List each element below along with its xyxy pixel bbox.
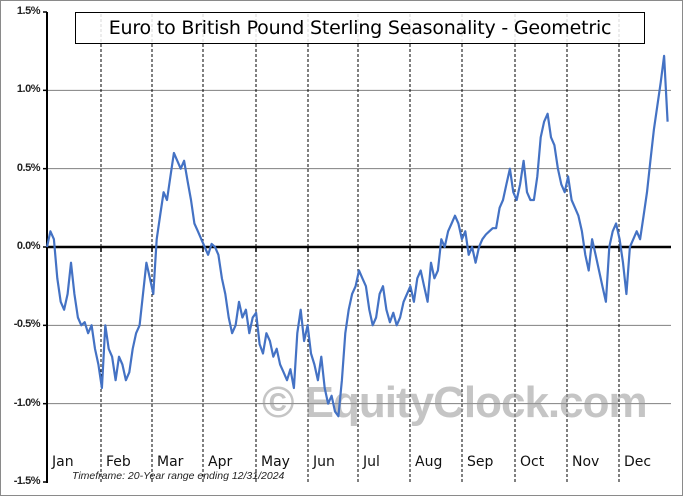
month-label-jan: Jan — [52, 454, 74, 470]
y-tick-label: -1.0% — [13, 396, 41, 409]
month-label-may: May — [261, 454, 290, 470]
month-label-jun: Jun — [313, 454, 335, 470]
y-tick-label: 1.5% — [16, 5, 41, 17]
month-label-apr: Apr — [208, 454, 233, 470]
month-label-mar: Mar — [157, 454, 184, 470]
month-label-oct: Oct — [520, 454, 545, 470]
month-label-sep: Sep — [467, 454, 494, 470]
y-tick-label: 0.0% — [16, 240, 41, 252]
y-axis-ticks — [43, 11, 47, 483]
y-tick-label: 1.0% — [16, 83, 41, 96]
month-label-dec: Dec — [624, 454, 652, 470]
month-label-nov: Nov — [572, 454, 600, 470]
y-tick-label: -0.5% — [13, 318, 41, 331]
timeframe-note: Timeframe: 20-Year range ending 12/31/20… — [72, 470, 285, 482]
month-label-aug: Aug — [415, 454, 443, 470]
watermark: © EquityClock.com — [262, 378, 648, 427]
y-tick-label: 0.5% — [16, 161, 41, 174]
seasonality-line — [45, 54, 669, 418]
y-tick-label: -1.5% — [13, 475, 41, 487]
chart-title: Euro to British Pound Sterling Seasonali… — [75, 12, 645, 44]
month-label-jul: Jul — [363, 454, 380, 470]
month-label-feb: Feb — [106, 454, 131, 470]
